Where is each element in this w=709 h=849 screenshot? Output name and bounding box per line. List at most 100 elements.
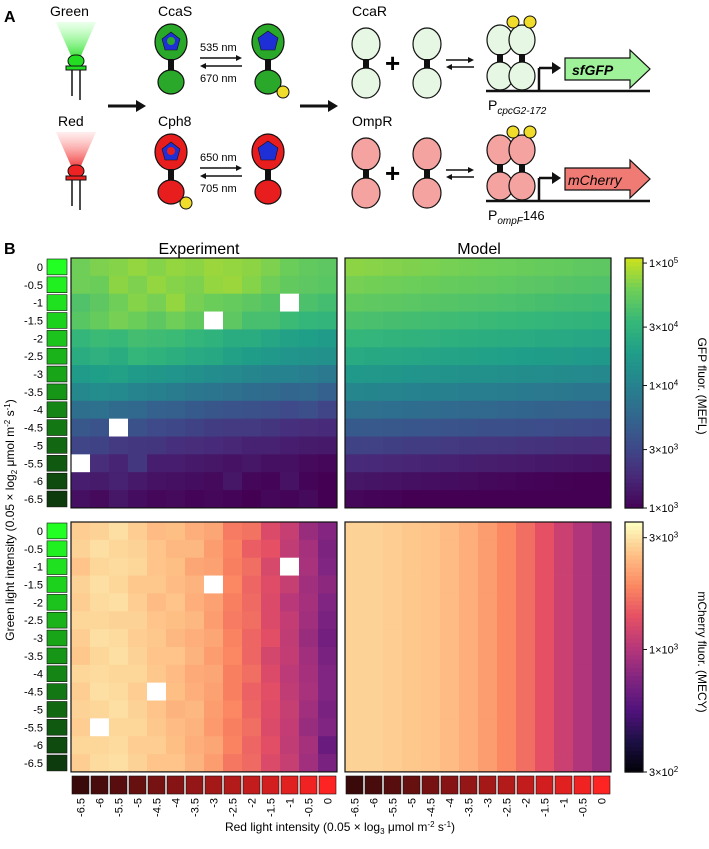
heatmap-cell <box>497 557 517 576</box>
cph8-active-icon <box>251 133 285 205</box>
heatmap-cell <box>364 490 384 509</box>
heatmap-cell <box>71 754 91 773</box>
y-tick-label: 0 <box>37 526 43 538</box>
heatmap-cell <box>318 382 338 402</box>
heatmap-cell <box>280 718 300 737</box>
heatmap-cell <box>261 382 281 402</box>
colorbar-swatch <box>625 466 643 472</box>
heatmap-cell <box>261 311 281 330</box>
y-tick-label: -2 <box>33 333 43 345</box>
heatmap-cell <box>459 418 479 437</box>
heatmap-cell <box>554 454 574 473</box>
heatmap-cell <box>204 629 224 648</box>
heatmap-cell <box>299 311 319 330</box>
heatmap-cell <box>516 700 536 719</box>
heatmap-cell <box>90 629 110 648</box>
heatmap-cell <box>318 418 338 437</box>
heatmap-cell <box>299 754 319 773</box>
colorbar-swatch <box>625 672 643 677</box>
heatmap-cell <box>345 629 365 648</box>
heatmap-cell <box>90 454 110 473</box>
heatmap-cell <box>147 736 167 755</box>
heatmap-cell <box>147 539 167 559</box>
heatmap-cell <box>592 329 612 348</box>
heatmap-cell <box>364 557 384 576</box>
heatmap-cell <box>554 754 574 773</box>
panel-b-label: B <box>4 241 16 258</box>
heatmap-cell <box>147 611 167 630</box>
heatmap-cell <box>185 754 205 773</box>
heatmap-cell <box>204 539 224 559</box>
x-tick-label: -6 <box>369 798 381 808</box>
heatmap-cell <box>147 682 167 701</box>
heatmap-frame <box>344 521 612 773</box>
heatmap-cell <box>364 629 384 648</box>
heatmap-cell <box>554 365 574 384</box>
heatmap-cell <box>592 754 612 773</box>
green-intensity-swatch <box>46 611 68 629</box>
heatmap-cell <box>478 593 498 612</box>
heatmap-cell <box>592 611 612 630</box>
y-axis-group: 0 -0.5 -1 -1.5 -2 -2.5 -3 -3.5 -4 -4.5 -5 -5.5 -6 -6.… <box>24 258 68 772</box>
heatmap-cell <box>147 575 167 594</box>
colorbar-swatch <box>625 403 643 409</box>
heatmap-cell <box>166 365 186 384</box>
heatmap-cell <box>242 575 262 594</box>
heatmap-cell <box>261 539 281 559</box>
colorbar-swatch <box>625 333 643 338</box>
heatmap-cell <box>383 539 403 559</box>
heatmap-cell <box>592 347 612 366</box>
heatmap-cell <box>90 329 110 348</box>
x-tick-label: -1.5 <box>266 798 278 817</box>
sfgfp-gene-label: sfGFP <box>572 62 614 78</box>
heatmap-cell <box>242 490 262 509</box>
heatmap-frame <box>70 257 338 509</box>
heatmap-cell <box>223 611 243 630</box>
colorbar-swatch <box>625 395 643 401</box>
heatmap-cell <box>109 593 129 612</box>
heatmap-cell <box>554 575 574 594</box>
heatmap-cell <box>280 539 300 559</box>
heatmap-cell <box>440 700 460 719</box>
heatmap-cell <box>459 382 479 402</box>
heatmap-cell <box>535 611 555 630</box>
heatmap-cell <box>402 454 422 473</box>
heatmap-cell <box>71 539 91 559</box>
x-tick-label: -5.5 <box>388 798 400 817</box>
heatmap-cell <box>573 575 593 594</box>
colorbar-swatch <box>625 391 643 397</box>
heatmap-cell <box>592 258 612 277</box>
heatmap-cell <box>402 382 422 402</box>
heatmap-cell <box>166 347 186 366</box>
cph8-equilibrium-arrows-icon <box>200 165 242 179</box>
heatmap-cell <box>440 522 460 541</box>
heatmap-cell <box>204 522 224 541</box>
y-tick-label: -5 <box>33 704 43 716</box>
colorbar-swatch <box>625 576 643 581</box>
heatmap-cell <box>459 522 479 541</box>
heatmap-cell <box>166 275 186 295</box>
heatmap-cell <box>280 646 300 666</box>
heatmap-cell <box>478 454 498 473</box>
colorbar-swatch <box>625 659 643 665</box>
heatmap-cell <box>318 258 338 277</box>
heatmap-cell <box>440 329 460 348</box>
heatmap-cell <box>242 329 262 348</box>
heatmap-cell <box>364 472 384 491</box>
colorbar-tick-label: 1×103 <box>649 501 679 515</box>
heatmap-cell <box>535 418 555 437</box>
heatmap-cell <box>299 736 319 755</box>
heatmap-cell <box>440 736 460 755</box>
heatmap-cell <box>421 311 441 330</box>
heatmap-cell <box>261 365 281 384</box>
heatmap-cell <box>318 365 338 384</box>
heatmap-cell <box>185 718 205 737</box>
heatmap-cell <box>402 436 422 455</box>
colorbar-swatch <box>625 291 643 297</box>
colorbar-swatch <box>625 341 643 347</box>
heatmap-cell <box>90 472 110 491</box>
colorbar-swatch <box>625 424 643 430</box>
green-intensity-swatch <box>46 276 68 294</box>
colorbar-swatch <box>625 445 643 451</box>
heatmap-cell <box>421 718 441 737</box>
